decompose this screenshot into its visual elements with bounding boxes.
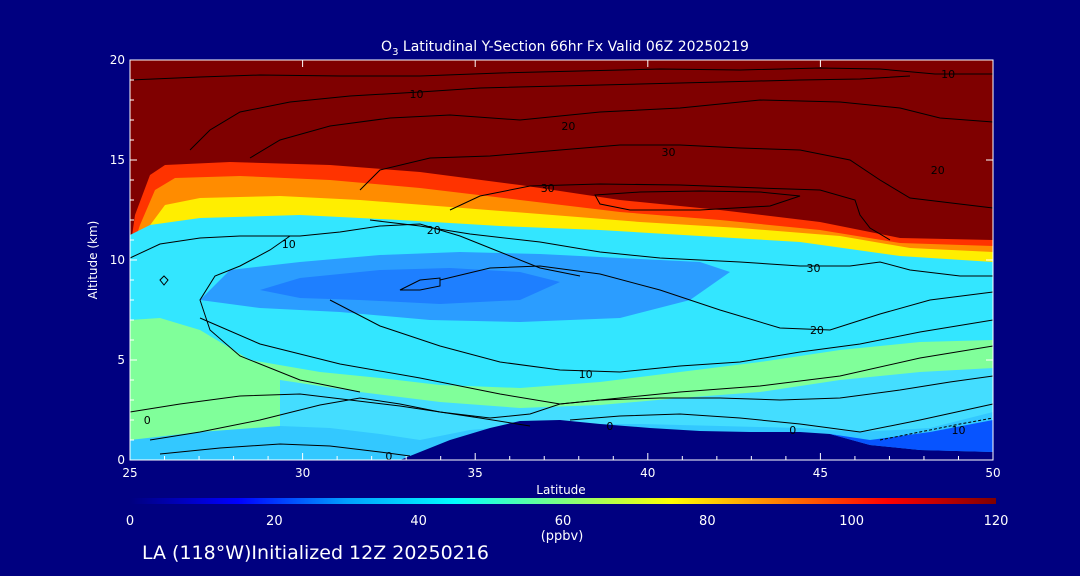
contour-label: 10	[951, 424, 965, 437]
contour-20-loop	[399, 277, 441, 291]
contour-label: 20	[810, 324, 824, 337]
x-tick-label: 30	[295, 466, 310, 480]
contour-labels: 10 10 20 30 20 30 20 10 30 20 10 0 0 0 10 0	[144, 68, 966, 463]
contour-label: 10	[941, 68, 955, 81]
x-tick-label: 35	[468, 466, 483, 480]
contour-20-stratosphere	[249, 99, 994, 159]
contour-label: 30	[806, 262, 820, 275]
x-tick-label: 25	[122, 466, 137, 480]
contour-10-upper	[129, 67, 993, 81]
contour-0-surface-right	[569, 403, 994, 433]
contour-label: 30	[662, 146, 676, 159]
colorbar-tick-label: 60	[555, 514, 572, 529]
chart-title: O3 Latitudinal Y-Section 66hr Fx Valid 0…	[381, 39, 749, 58]
contour-20-mid	[439, 265, 994, 331]
terrain-mask	[400, 420, 993, 460]
contour-0-lower	[159, 443, 411, 457]
contour-label: 0	[606, 420, 613, 433]
contour-closed-small	[159, 275, 169, 286]
contour-label: 10	[282, 238, 296, 251]
y-axis-label: Altitude (km)	[86, 221, 100, 300]
colorbar-tick-label: 40	[410, 514, 427, 529]
terrain-blue-fringe	[830, 420, 993, 452]
contour-label: 0	[144, 414, 151, 427]
colorbar-tick-label: 0	[126, 514, 134, 529]
contour-label: 10	[579, 368, 593, 381]
y-tick-label: 5	[117, 353, 125, 367]
colorbar-tick-label: 20	[266, 514, 283, 529]
colorbar-tick-label: 100	[839, 514, 864, 529]
contour-30-closed	[594, 190, 801, 211]
contour-lines	[129, 67, 994, 457]
plot-field	[130, 60, 993, 460]
contour-30-mid	[369, 219, 993, 277]
footer-text: LA (118°W)Initialized 12Z 20250216	[142, 542, 489, 564]
y-tick-label: 15	[110, 153, 125, 167]
contour-10-surface	[879, 417, 994, 441]
colorbar-tick-label: 80	[699, 514, 716, 529]
x-tick-label: 40	[640, 466, 655, 480]
contour-label: 0	[385, 450, 392, 463]
colorbar	[130, 498, 996, 504]
contour-label: 30	[541, 182, 555, 195]
colorbar-unit: (ppbv)	[541, 529, 584, 544]
colorbar-tick-label: 120	[984, 514, 1009, 529]
y-tick-label: 20	[110, 53, 125, 67]
x-axis-label: Latitude	[536, 483, 585, 497]
contour-0-upper	[129, 375, 994, 419]
y-tick-labels: 0 5 10 15 20	[110, 53, 125, 467]
contour-label: 20	[561, 120, 575, 133]
contour-label: 20	[931, 164, 945, 177]
contour-30-tropopause	[449, 183, 891, 241]
x-tick-label: 45	[813, 466, 828, 480]
contour-10-stratosphere	[189, 75, 911, 151]
y-tick-label: 10	[110, 253, 125, 267]
x-tick-label: 50	[985, 466, 1000, 480]
y-tick-label: 0	[117, 453, 125, 467]
contour-10-left	[129, 223, 581, 277]
axis-ticks	[129, 59, 994, 461]
contour-10-lower	[329, 299, 994, 373]
contour-30-stratosphere	[359, 144, 994, 209]
x-tick-labels: 25 30 35 40 45 50	[122, 466, 1000, 480]
mid-troposphere-blue-2	[260, 268, 560, 304]
colorbar-tick-labels: 0 20 40 60 80 100 120	[126, 514, 1009, 529]
contour-label: 0	[789, 424, 796, 437]
contour-label: 10	[410, 88, 424, 101]
contour-label: 20	[427, 224, 441, 237]
contour-0-middle	[149, 397, 531, 441]
contour-10-column	[199, 235, 361, 393]
